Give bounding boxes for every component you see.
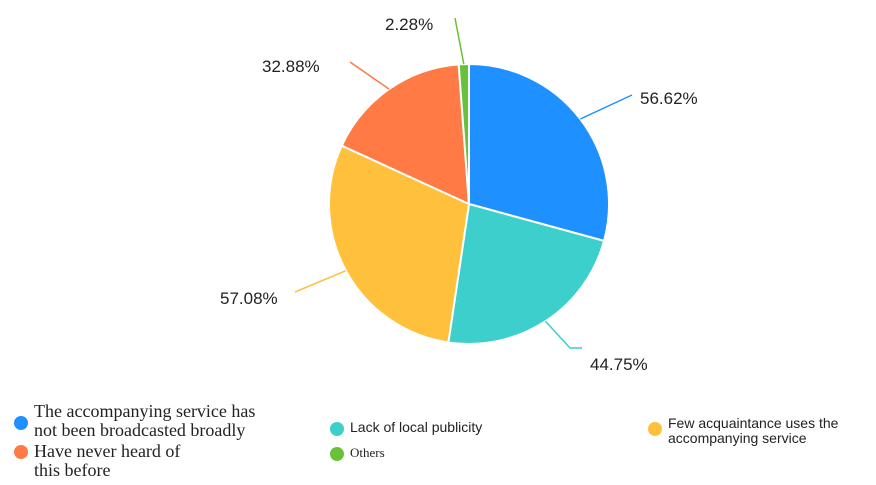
legend-dot-icon (14, 416, 28, 430)
leader-line (294, 270, 347, 293)
legend-item-others[interactable]: Others (330, 446, 385, 461)
leader-line (454, 17, 465, 65)
leader-line (544, 320, 582, 349)
pie-slice[interactable] (468, 62, 610, 243)
legend-label: Have never heard of this before (34, 441, 181, 480)
legend-item-local-publicity[interactable]: Lack of local publicity (330, 420, 482, 436)
pie-chart: 56.62% 44.75% 57.08% 32.88% 2.28% (220, 15, 698, 374)
legend-dot-icon (14, 445, 28, 459)
data-label: 57.08% (220, 289, 278, 308)
pie-slice[interactable] (328, 144, 471, 344)
legend-item-few-acquaintance[interactable]: Few acquaintance uses the accompanying s… (648, 416, 838, 445)
leader-line (349, 61, 390, 90)
legend: The accompanying service has not been br… (0, 398, 876, 485)
data-label: 32.88% (262, 57, 320, 76)
pie-slice[interactable] (447, 202, 606, 345)
legend-label: Lack of local publicity (350, 419, 483, 435)
legend-dot-icon (648, 422, 662, 436)
legend-item-never-heard[interactable]: Have never heard of this before (14, 442, 180, 480)
legend-label: Few acquaintance uses the accompanying s… (668, 415, 839, 446)
data-label: 56.62% (640, 89, 698, 108)
legend-dot-icon (330, 447, 344, 461)
legend-label: Others (350, 445, 385, 460)
legend-dot-icon (330, 422, 344, 436)
data-label: 44.75% (590, 355, 648, 374)
leader-line (579, 94, 633, 120)
data-label: 2.28% (385, 15, 433, 34)
legend-item-not-broadcasted[interactable]: The accompanying service has not been br… (14, 402, 255, 440)
legend-label: The accompanying service has not been br… (34, 401, 256, 440)
